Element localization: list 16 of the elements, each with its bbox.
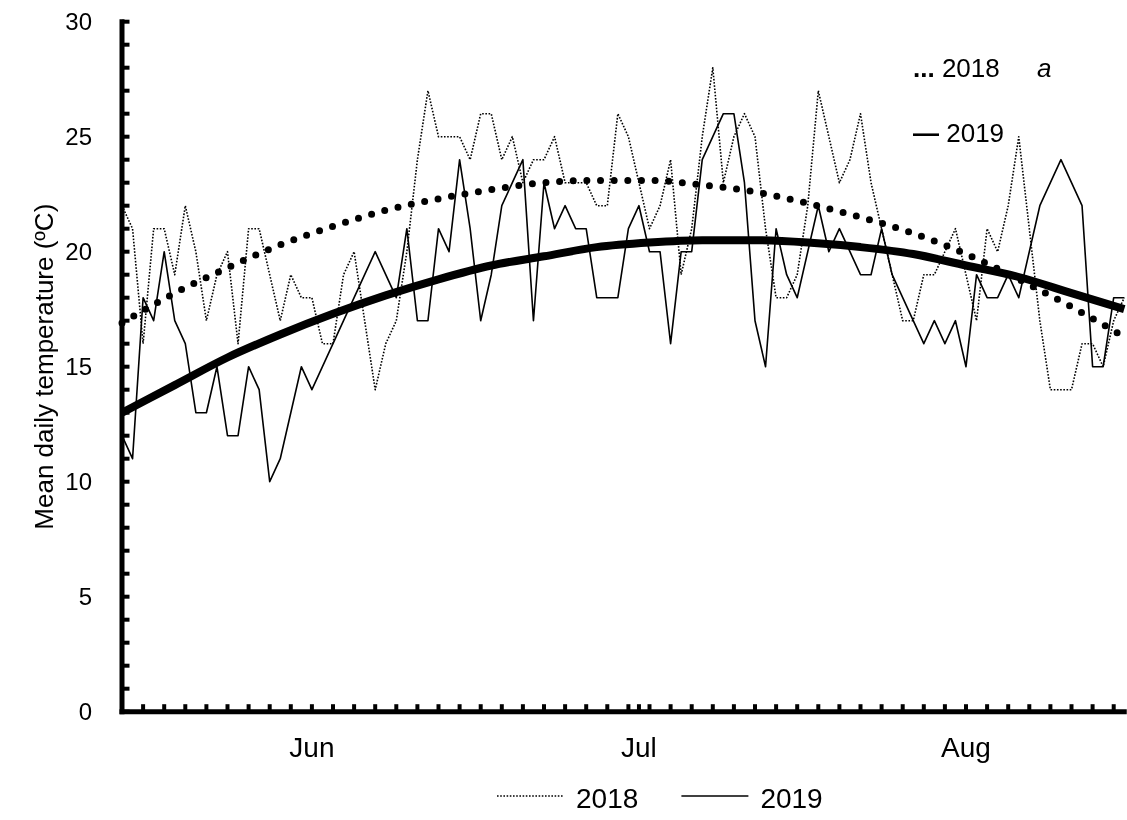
x-tick-label: Aug bbox=[941, 731, 991, 763]
y-tick-label: 30 bbox=[65, 8, 92, 36]
y-tick-label: 20 bbox=[65, 238, 92, 266]
legend-label: 2018 bbox=[576, 783, 639, 814]
annotation: — 2019 bbox=[913, 118, 1005, 148]
y-tick-label: 5 bbox=[78, 583, 92, 611]
legend-label: 2019 bbox=[760, 783, 823, 814]
y-tick-label: 25 bbox=[65, 123, 92, 151]
y-tick-label: 0 bbox=[78, 698, 92, 726]
y-tick-label: 15 bbox=[65, 353, 92, 381]
x-tick-label: Jul bbox=[621, 731, 657, 763]
y-axis-title: Mean daily temperature (ºC) bbox=[29, 203, 59, 530]
y-tick-label: 10 bbox=[65, 468, 92, 496]
x-tick-label: Jun bbox=[289, 731, 335, 763]
annotation: ... 2018 bbox=[913, 53, 1000, 83]
annotation: a bbox=[1037, 53, 1052, 83]
